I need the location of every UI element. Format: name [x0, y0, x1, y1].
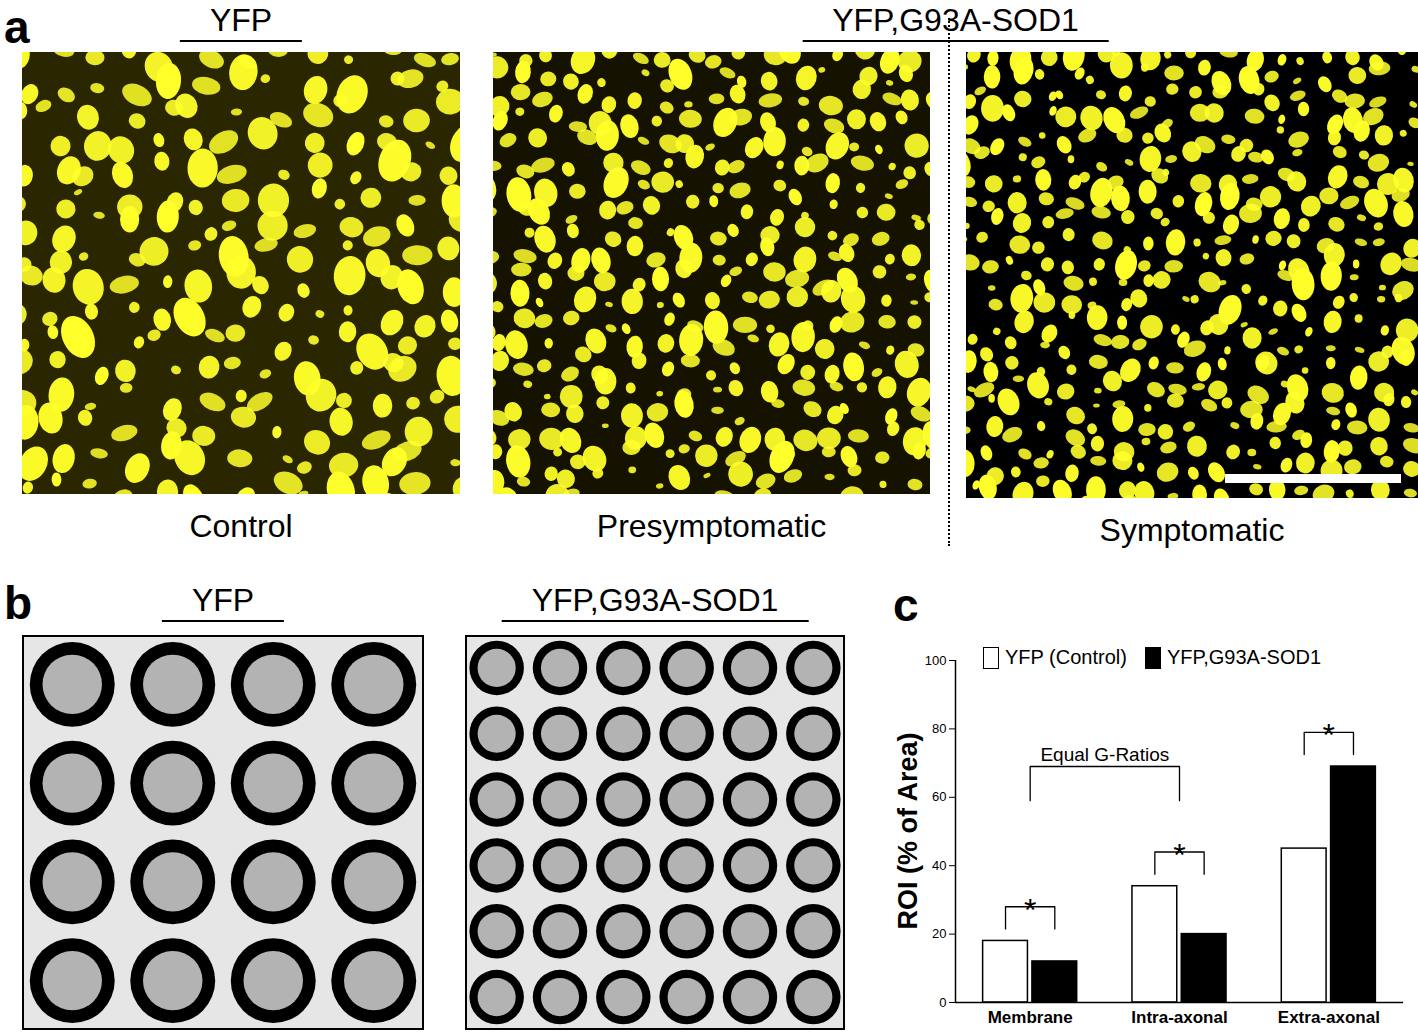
svg-text:Intra-axonal: Intra-axonal: [1131, 1008, 1227, 1027]
svg-text:60: 60: [932, 789, 946, 804]
svg-text:Extra-axonal: Extra-axonal: [1278, 1008, 1380, 1027]
html-text:YFP: YFP: [191, 582, 255, 618]
svg-text:20: 20: [932, 926, 946, 941]
svg-text:40: 40: [932, 858, 946, 873]
svg-text:*: *: [1173, 837, 1185, 873]
html-text:Symptomatic: Symptomatic: [1099, 512, 1285, 548]
html-text:a: a: [4, 1, 30, 53]
html-text:Presymptomatic: Presymptomatic: [596, 508, 827, 544]
html-text:c: c: [893, 579, 919, 631]
svg-text:100: 100: [925, 653, 947, 668]
svg-text:*: *: [1024, 892, 1036, 928]
html-text:YFP,G93A-SOD1: YFP,G93A-SOD1: [531, 582, 779, 618]
svg-text:Membrane: Membrane: [988, 1008, 1073, 1027]
svg-text:80: 80: [932, 721, 946, 736]
svg-text:Equal G-Ratios: Equal G-Ratios: [1040, 744, 1169, 765]
html-text:YFP: YFP: [209, 2, 273, 38]
html-text:Control: Control: [189, 508, 293, 544]
html-text:YFP,G93A-SOD1: YFP,G93A-SOD1: [1166, 646, 1321, 668]
html-text:ROI (% of Area): ROI (% of Area): [892, 732, 923, 930]
svg-text:*: *: [1323, 717, 1335, 753]
svg-text:0: 0: [939, 995, 946, 1010]
html-text:YFP,G93A-SOD1: YFP,G93A-SOD1: [832, 2, 1079, 38]
html-text:YFP (Control): YFP (Control): [1005, 646, 1127, 668]
html-text:b: b: [4, 577, 33, 629]
